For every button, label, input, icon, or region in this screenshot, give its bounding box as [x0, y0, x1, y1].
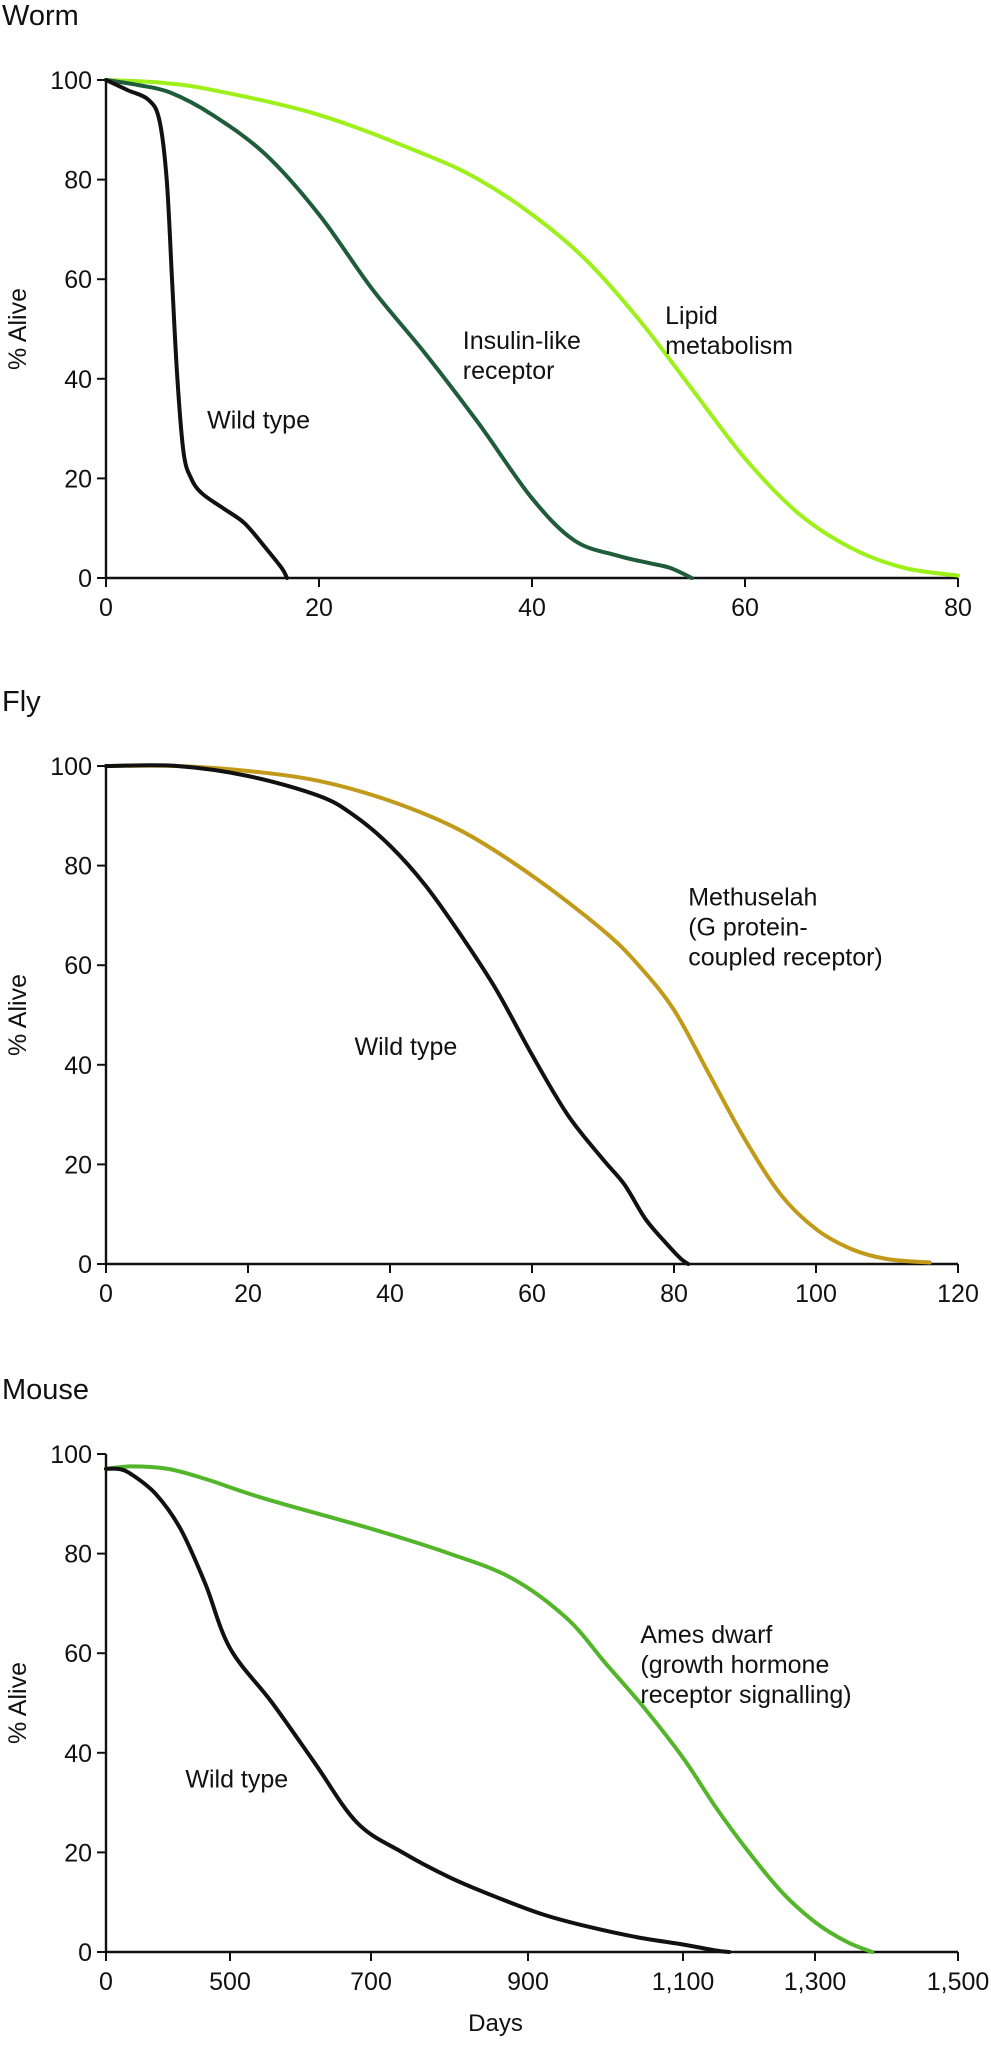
y-axis-label: % Alive	[4, 1662, 32, 1744]
y-tick-label: 80	[64, 853, 92, 881]
x-tick-label: 1,100	[652, 1968, 715, 1996]
series-label-lipid-metabolism: Lipid metabolism	[665, 302, 793, 360]
y-tick-label: 80	[64, 1541, 92, 1569]
series-line-methuselah-g-protein-coupled-receptor	[104, 763, 932, 1265]
x-tick-label: 80	[660, 1280, 688, 1308]
y-tick-label: 60	[64, 1640, 92, 1668]
series-label-methuselah-g-protein-coupled-receptor: Methuselah (G protein-coupled receptor)	[688, 883, 883, 971]
x-tick-label: 80	[944, 594, 972, 622]
x-tick-label: 0	[99, 594, 113, 622]
y-tick-label: 80	[64, 167, 92, 195]
series-line-insulin-like-receptor	[104, 78, 694, 580]
series-label-wild-type: Wild type	[207, 407, 310, 435]
x-tick-label: 0	[99, 1968, 113, 1996]
mouse-panel-title: Mouse	[2, 1374, 90, 1406]
x-tick-label: 60	[731, 594, 759, 622]
series-line-lipid-metabolism	[104, 78, 960, 578]
x-axis-label: Days	[468, 2010, 523, 2037]
x-tick-label: 20	[305, 594, 333, 622]
y-tick-label: 100	[50, 67, 92, 95]
y-tick-label: 100	[50, 753, 92, 781]
y-tick-label: 40	[64, 366, 92, 394]
mouse-survival-chart: 0 20 40 60 80 100 0 500 700 900 1,100 1,300 1,500 % A…	[4, 1441, 990, 1996]
series-line-wild-type	[104, 763, 691, 1266]
x-tick-label: 1,300	[784, 1968, 847, 1996]
x-tick-label: 60	[518, 1280, 546, 1308]
series-line-ames-dwarf-growth-hormone-receptor-signalling	[104, 1464, 875, 1954]
x-tick-label: 700	[350, 1968, 392, 1996]
y-tick-label: 20	[64, 1839, 92, 1867]
y-axis-label: % Alive	[4, 974, 32, 1056]
series-label-insulin-like-receptor: Insulin-like receptor	[463, 327, 581, 385]
y-tick-label: 0	[78, 1939, 92, 1967]
x-tick-label: 120	[937, 1280, 979, 1308]
y-tick-label: 60	[64, 952, 92, 980]
y-tick-label: 0	[78, 1251, 92, 1279]
worm-panel-title: Worm	[2, 0, 79, 32]
fly-panel: Fly 0 20 40 60 80 100 0 20 40 60 80 100 120 % Alive Me…	[0, 686, 991, 1334]
series-line-wild-type	[104, 1466, 732, 1954]
x-tick-label: 900	[507, 1968, 549, 1996]
y-tick-label: 100	[50, 1441, 92, 1469]
mouse-panel: Mouse 0 20 40 60 80 100 0 500 700 900 1,100 1,300 1,…	[0, 1374, 991, 2022]
series-label-wild-type: Wild type	[185, 1766, 288, 1794]
y-tick-label: 40	[64, 1740, 92, 1768]
x-tick-label: 40	[376, 1280, 404, 1308]
fly-survival-chart: 0 20 40 60 80 100 0 20 40 60 80 100 120 % Alive Methus…	[4, 753, 979, 1308]
x-tick-label: 500	[209, 1968, 251, 1996]
y-axis-label: % Alive	[4, 288, 32, 370]
worm-survival-chart: 0 20 40 60 80 100 0 20 40 60 80 % Alive Lipid metabol…	[4, 67, 972, 622]
y-tick-label: 40	[64, 1052, 92, 1080]
y-tick-label: 20	[64, 465, 92, 493]
x-tick-label: 40	[518, 594, 546, 622]
y-tick-label: 60	[64, 266, 92, 294]
series-label-ames-dwarf-growth-hormone-receptor-signalling: Ames dwarf (growth hormone receptor signal…	[640, 1621, 851, 1709]
y-tick-label: 20	[64, 1151, 92, 1179]
series-line-wild-type	[104, 78, 289, 580]
x-tick-label: 1,500	[927, 1968, 990, 1996]
series-label-wild-type: Wild type	[355, 1033, 458, 1061]
x-tick-label: 20	[234, 1280, 262, 1308]
x-tick-label: 100	[795, 1280, 837, 1308]
worm-panel: Worm 0 20 40 60 80 100 0 20 40 60 80 % Alive Lipid me…	[0, 0, 991, 648]
fly-panel-title: Fly	[2, 686, 41, 718]
x-tick-label: 0	[99, 1280, 113, 1308]
y-tick-label: 0	[78, 565, 92, 593]
